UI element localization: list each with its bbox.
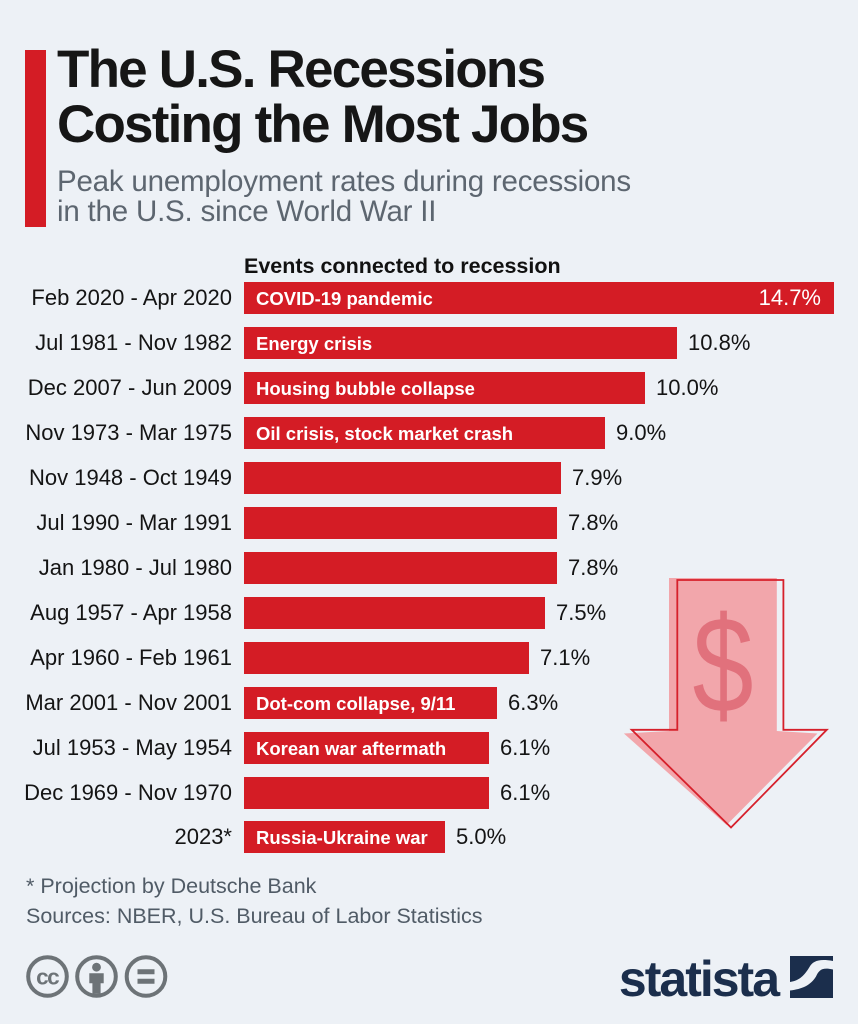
svg-text:$: $ [693,589,754,741]
svg-text:cc: cc [36,965,59,990]
